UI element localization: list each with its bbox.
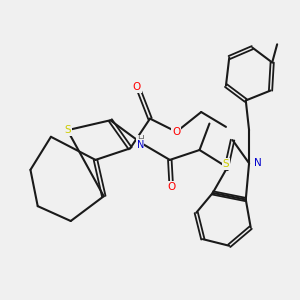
- Text: O: O: [133, 82, 141, 92]
- Text: N: N: [254, 158, 262, 168]
- Text: H: H: [137, 135, 144, 144]
- Text: N: N: [136, 140, 144, 150]
- Text: O: O: [172, 127, 181, 137]
- Text: S: S: [64, 125, 71, 135]
- Text: O: O: [167, 182, 175, 192]
- Text: S: S: [223, 159, 229, 169]
